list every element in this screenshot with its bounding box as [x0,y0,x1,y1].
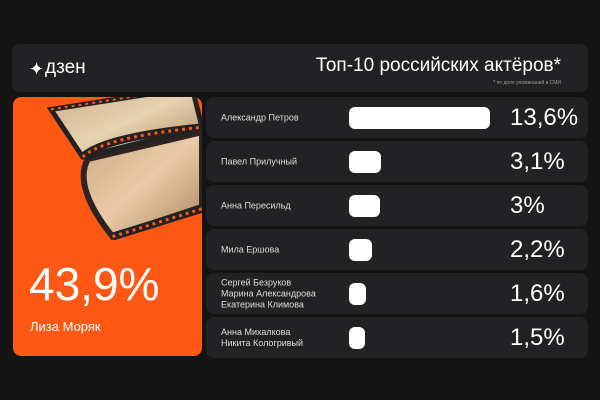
logo-text: дзен [45,57,86,78]
share-bar [349,238,372,261]
share-bar [349,150,382,173]
footnote: * по доле упоминаний в СМИ [493,80,561,86]
actor-name: Павел Прилучный [221,156,298,166]
leader-name: Лиза Моряк [30,319,101,334]
share-bar [349,282,366,305]
share-percent: 3% [510,191,545,219]
share-percent: 3,1% [510,147,565,175]
page-title: Топ-10 российских актёров* [315,55,561,76]
actor-row: Анна Пересильд 3% [206,185,588,226]
share-percent: 2,2% [510,235,565,263]
leader-card: 43,9% Лиза Моряк [13,97,202,356]
actor-name: Александр Петров [221,112,299,122]
actor-name: Анна Михалкова Никита Кологривый [221,326,304,348]
actor-name: Мила Ершова [221,244,280,254]
film-reel-icon [46,97,202,241]
dzen-logo[interactable]: дзен [30,57,86,79]
share-percent: 1,5% [510,323,565,351]
actor-name: Анна Пересильд [221,200,291,210]
share-percent: 1,6% [510,279,565,307]
share-bar [349,326,365,349]
share-bar [349,106,490,129]
actor-row: Павел Прилучный 3,1% [206,141,588,182]
actor-name: Сергей Безруков Марина Александрова Екат… [221,277,316,309]
share-bar [349,194,381,217]
actor-row: Анна Михалкова Никита Кологривый 1,5% [206,317,588,358]
actor-row: Мила Ершова 2,2% [206,229,588,270]
actor-row: Александр Петров 13,6% [206,97,588,138]
sparkle-icon [30,61,43,75]
header-panel: дзен Топ-10 российских актёров* * по дол… [12,44,588,92]
share-percent: 13,6% [510,103,579,131]
leader-percent: 43,9% [29,258,160,310]
actor-row: Сергей Безруков Марина Александрова Екат… [206,273,588,314]
